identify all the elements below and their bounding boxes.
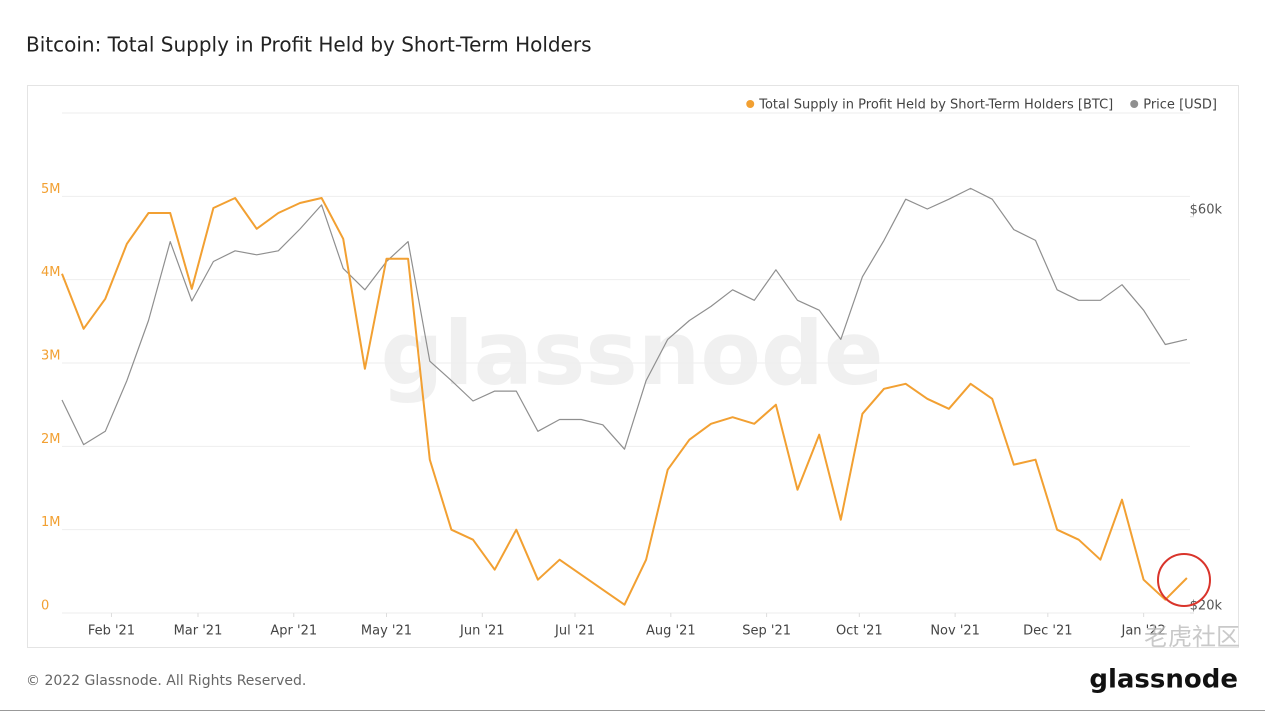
highlight-circle: [1157, 553, 1211, 607]
footer: © 2022 Glassnode. All Rights Reserved.: [26, 673, 306, 689]
x-tick-label: May '21: [361, 624, 412, 639]
plot: 0 1M 2M 3M 4M 5M $20k $60k Feb '21 Mar '21 Apr '21…: [41, 98, 1222, 639]
legend-label: Total Supply in Profit Held by Short-Ter…: [758, 98, 1113, 113]
x-tick-label: Jan '22: [1120, 624, 1165, 639]
legend-label: Price [USD]: [1143, 98, 1217, 113]
watermark-cn: 老虎社区: [1144, 623, 1240, 651]
chart-frame: [27, 85, 1239, 648]
series-line: [61, 187, 1188, 450]
x-tick-label: Feb '21: [88, 624, 135, 639]
watermark: glassnode: [380, 302, 883, 405]
y2-tick-label: $60k: [1190, 202, 1223, 217]
series-line: [61, 197, 1188, 606]
x-tick-label: Aug '21: [646, 624, 696, 639]
x-tick-label: Mar '21: [174, 624, 223, 639]
y-tick-label: 2M: [41, 432, 61, 447]
x-tick-label: Oct '21: [836, 624, 883, 639]
logo: glassnode: [1089, 665, 1238, 695]
x-tick-label: Nov '21: [930, 624, 980, 639]
y-tick-label: 1M: [41, 515, 61, 530]
legend-swatch: [746, 100, 755, 108]
x-tick-label: Apr '21: [270, 624, 317, 639]
x-tick-label: Jun '21: [459, 624, 505, 639]
y-tick-label: 0: [41, 599, 49, 614]
y-tick-label: 5M: [41, 182, 61, 197]
x-tick-label: Dec '21: [1023, 624, 1072, 639]
legend-swatch: [1130, 100, 1139, 108]
y2-tick-label: $20k: [1190, 599, 1223, 614]
chart-title: Bitcoin: Total Supply in Profit Held by …: [26, 33, 592, 57]
y-tick-label: 4M: [41, 265, 61, 280]
x-tick-label: Jul '21: [554, 624, 595, 639]
y-tick-label: 3M: [41, 349, 61, 364]
x-tick-label: Sep '21: [742, 624, 791, 639]
